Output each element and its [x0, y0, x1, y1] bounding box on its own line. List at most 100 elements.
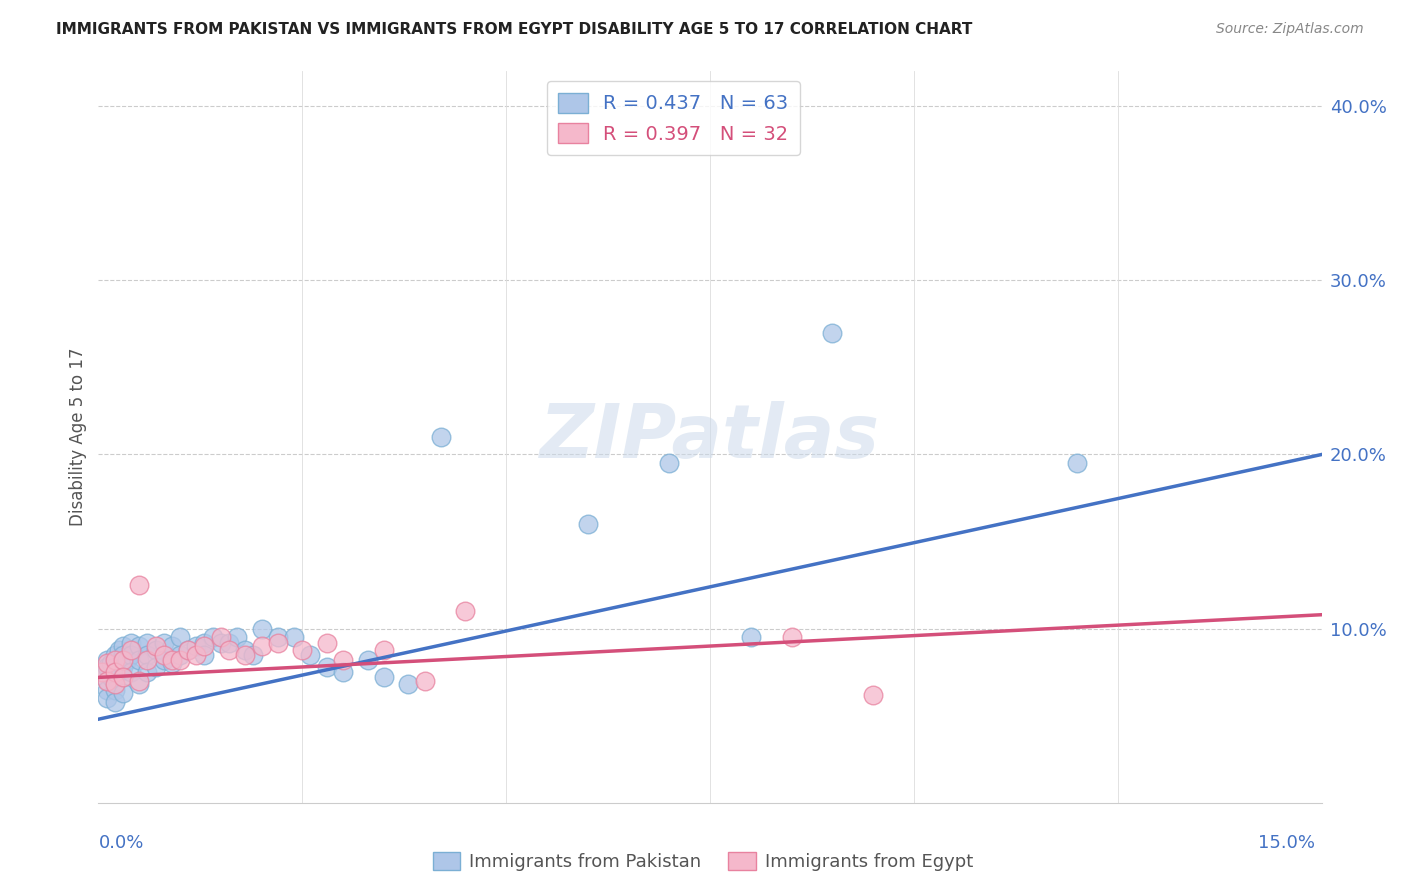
Point: [120, 648, 142, 662]
Point: [233, 642, 256, 657]
Point: [128, 578, 150, 592]
Point: [209, 635, 232, 649]
Point: [115, 653, 138, 667]
Point: [291, 642, 314, 657]
Point: [96, 653, 118, 667]
Point: [373, 670, 395, 684]
Point: [120, 642, 142, 657]
Point: [108, 665, 131, 680]
Point: [111, 653, 134, 667]
Point: [96, 673, 118, 688]
Point: [193, 639, 215, 653]
Point: [136, 665, 159, 680]
Point: [315, 635, 337, 649]
Text: 15.0%: 15.0%: [1257, 834, 1315, 852]
Point: [104, 682, 127, 697]
Point: [169, 653, 191, 667]
Point: [267, 635, 290, 649]
Point: [209, 631, 232, 645]
Point: [136, 648, 159, 662]
Point: [226, 631, 249, 645]
Y-axis label: Disability Age 5 to 17: Disability Age 5 to 17: [69, 348, 87, 526]
Point: [218, 642, 240, 657]
Legend: Immigrants from Pakistan, Immigrants from Egypt: Immigrants from Pakistan, Immigrants fro…: [426, 845, 980, 879]
Point: [576, 517, 599, 532]
Point: [396, 677, 419, 691]
Point: [169, 631, 191, 645]
Point: [96, 673, 118, 688]
Point: [136, 635, 159, 649]
Point: [104, 670, 127, 684]
Point: [111, 660, 134, 674]
Point: [233, 648, 256, 662]
Point: [160, 653, 183, 667]
Point: [332, 653, 354, 667]
Point: [160, 639, 183, 653]
Point: [96, 691, 118, 706]
Point: [111, 670, 134, 684]
Point: [1066, 456, 1088, 470]
Point: [658, 456, 681, 470]
Point: [193, 635, 215, 649]
Point: [91, 665, 114, 680]
Point: [780, 631, 803, 645]
Point: [104, 677, 127, 691]
Point: [128, 673, 150, 688]
Point: [104, 660, 127, 674]
Point: [299, 648, 322, 662]
Point: [100, 657, 122, 671]
Text: ZIPatlas: ZIPatlas: [540, 401, 880, 474]
Point: [152, 635, 174, 649]
Point: [413, 673, 436, 688]
Point: [356, 653, 378, 667]
Point: [128, 639, 150, 653]
Point: [96, 657, 118, 671]
Point: [100, 670, 122, 684]
Text: Source: ZipAtlas.com: Source: ZipAtlas.com: [1216, 22, 1364, 37]
Point: [128, 677, 150, 691]
Point: [267, 631, 290, 645]
Point: [332, 665, 354, 680]
Point: [136, 653, 159, 667]
Point: [242, 648, 264, 662]
Point: [152, 653, 174, 667]
Point: [373, 642, 395, 657]
Point: [104, 648, 127, 662]
Legend: R = 0.437   N = 63, R = 0.397   N = 32: R = 0.437 N = 63, R = 0.397 N = 32: [547, 81, 800, 155]
Point: [177, 642, 200, 657]
Point: [111, 670, 134, 684]
Point: [821, 326, 844, 340]
Point: [104, 665, 127, 680]
Point: [193, 648, 215, 662]
Point: [250, 622, 273, 636]
Point: [218, 635, 240, 649]
Point: [201, 631, 224, 645]
Point: [315, 660, 337, 674]
Point: [454, 604, 477, 618]
Point: [152, 648, 174, 662]
Point: [128, 653, 150, 667]
Point: [169, 648, 191, 662]
Point: [96, 660, 118, 674]
Point: [186, 648, 208, 662]
Point: [283, 631, 305, 645]
Point: [740, 631, 762, 645]
Point: [160, 657, 183, 671]
Point: [104, 695, 127, 709]
Point: [186, 639, 208, 653]
Point: [104, 653, 127, 667]
Point: [430, 430, 453, 444]
Point: [111, 686, 134, 700]
Point: [91, 665, 114, 680]
Point: [108, 642, 131, 657]
Point: [177, 642, 200, 657]
Text: IMMIGRANTS FROM PAKISTAN VS IMMIGRANTS FROM EGYPT DISABILITY AGE 5 TO 17 CORRELA: IMMIGRANTS FROM PAKISTAN VS IMMIGRANTS F…: [56, 22, 973, 37]
Point: [250, 639, 273, 653]
Point: [862, 688, 884, 702]
Point: [120, 635, 142, 649]
Point: [96, 682, 118, 697]
Point: [145, 660, 167, 674]
Point: [111, 648, 134, 662]
Point: [120, 665, 142, 680]
Point: [145, 639, 167, 653]
